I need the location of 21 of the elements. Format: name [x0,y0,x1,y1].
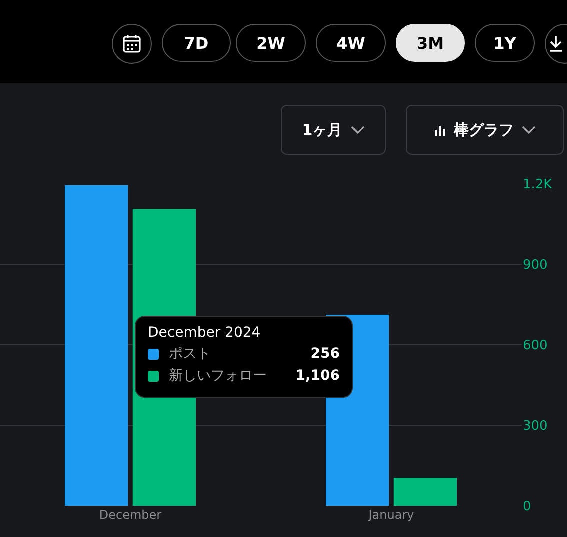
y-tick-label: 300 [523,419,548,434]
legend-label: 新しいフォロー [169,367,268,385]
annotation: December 2024 [148,325,262,341]
y-tick-label: 0 [523,500,532,515]
text: 3M [396,24,465,62]
annotation: 256 [310,346,340,362]
text: 2W [236,24,306,62]
text: 4W [316,24,386,62]
y-tick-label: 1.2K [523,178,553,193]
y-tick-label: 900 [523,258,548,274]
text: 棒グラフ [454,120,514,140]
y-tick-label: 600 [523,338,548,354]
bar [394,478,457,506]
bar [65,185,128,506]
text: 1ヶ月 [302,120,343,140]
x-tick-label: January [368,508,414,522]
text: 7D [162,24,231,62]
text: 1Y [475,24,535,62]
x-tick-label: December [99,508,162,522]
annotation: 1,106 [296,368,340,384]
legend-label: ポスト [169,345,212,363]
